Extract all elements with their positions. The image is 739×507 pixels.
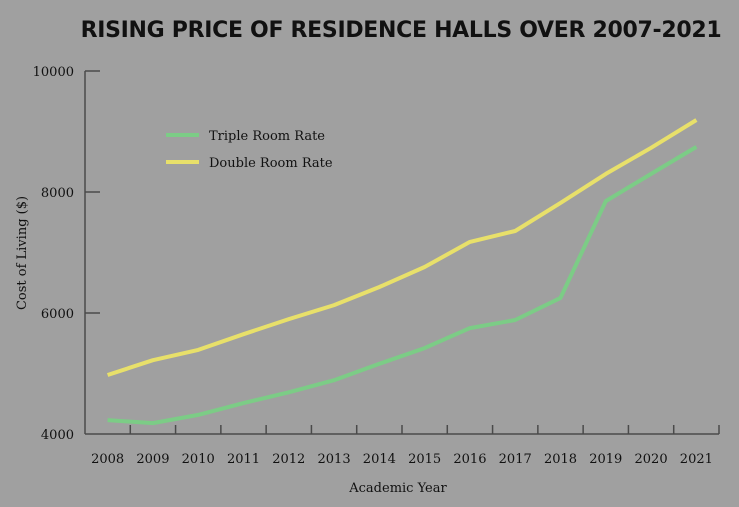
x-tick-label: 2021: [680, 452, 713, 467]
x-tick-label: 2011: [227, 452, 260, 467]
y-tick-label: 10000: [33, 65, 74, 80]
x-tick-label: 2017: [499, 452, 532, 467]
x-tick-label: 2013: [318, 452, 351, 467]
x-axis-label: Academic Year: [348, 481, 447, 496]
x-tick-label: 2012: [272, 452, 305, 467]
y-tick-label: 6000: [41, 307, 74, 322]
legend-label: Double Room Rate: [209, 156, 333, 171]
x-tick-label: 2018: [544, 452, 577, 467]
x-tick-label: 2019: [589, 452, 622, 467]
series-line-double-room-rate: [106, 118, 698, 377]
x-tick-label: 2015: [408, 452, 441, 467]
series-lines: [106, 118, 698, 426]
x-tick-label: 2020: [635, 452, 668, 467]
y-axis-label: Cost of Living ($): [15, 196, 30, 310]
x-tick-label: 2008: [91, 452, 124, 467]
x-tick-label: 2016: [453, 452, 486, 467]
y-tick-label: 8000: [41, 186, 74, 201]
x-tick-label: 2009: [136, 452, 169, 467]
chart-title: RISING PRICE OF RESIDENCE HALLS OVER 200…: [81, 18, 722, 43]
axes: 4000 6000 8000 10000 2008 2009 2010 2011 2012 201…: [33, 65, 720, 467]
x-tick-label: 2010: [182, 452, 215, 467]
legend-label: Triple Room Rate: [209, 129, 325, 144]
y-tick-label: 4000: [41, 428, 74, 443]
x-tick-label: 2014: [363, 452, 396, 467]
series-line-triple-room-rate: [107, 145, 698, 426]
legend: Triple Room Rate Double Room Rate: [166, 129, 333, 171]
